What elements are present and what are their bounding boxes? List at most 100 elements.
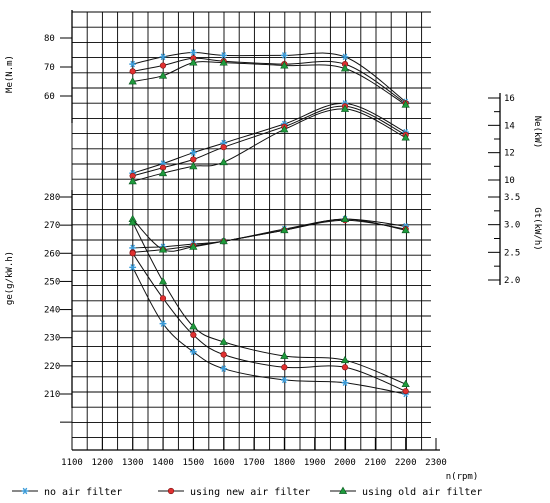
old-air-filter-me-marker (280, 61, 289, 69)
no-air-filter-ne-marker (189, 149, 197, 156)
legend: no air filter using new air filter using o… (12, 486, 482, 498)
old-air-filter-gt-marker (401, 225, 410, 234)
x-axis-label: n(rpm) (446, 472, 479, 482)
old-air-filter-ne-marker (189, 161, 198, 170)
ne-axis-tick-label: 10 (504, 176, 515, 186)
series-markers (128, 49, 410, 398)
old-air-filter-ne-marker (158, 168, 168, 177)
old-air-filter-ge-marker (340, 355, 350, 364)
new-air-filter-ge-marker (129, 250, 136, 257)
no-air-filter-me-marker-stroke (221, 52, 226, 59)
new-air-filter-ne-marker (220, 144, 227, 151)
legend-label-new-air-filter: using new air filter (190, 487, 310, 498)
x-axis-tick-label: 2100 (364, 458, 386, 468)
new-air-filter-ge-marker (190, 331, 197, 339)
new-air-filter-ge-marker (159, 295, 167, 302)
old-air-filter-me-marker (189, 58, 198, 66)
gt-axis-label: Gt(kW/h) (532, 207, 542, 250)
no-air-filter-ne-marker-stroke (191, 149, 196, 156)
old-air-filter-me-marker (158, 71, 168, 79)
no-air-filter-me-marker (341, 53, 349, 61)
old-air-filter-ge-marker (158, 277, 168, 285)
new-air-filter-ge-marker (341, 364, 349, 371)
no-air-filter-me-marker-stroke (130, 60, 135, 68)
old-air-filter-gt-marker (340, 214, 350, 223)
new-air-filter-ge-marker (281, 364, 288, 371)
ge-axis-label: ge(g/kW.h) (5, 251, 15, 305)
legend-label-old-air-filter: using old air filter (362, 487, 482, 498)
no-air-filter-me-marker-stroke (160, 53, 166, 61)
no-air-filter-ge-marker-stroke (130, 264, 135, 271)
x-axis-tick-label: 1600 (213, 458, 235, 468)
old-air-filter-ne-marker (280, 125, 289, 133)
old-air-filter-me-marker (340, 64, 350, 72)
x-axis-tick-label: 2200 (395, 458, 417, 468)
legend-label-no-air-filter: no air filter (44, 487, 122, 498)
gt-axis-tick-label: 2.5 (504, 248, 520, 258)
me-axis-tick-label: 60 (44, 92, 55, 102)
no-air-filter-me-marker (129, 60, 137, 68)
no-air-filter-ge-marker-stroke (221, 365, 226, 372)
x-axis-tick-label: 1100 (61, 458, 83, 468)
old-air-filter-ge-marker (280, 351, 289, 359)
no-air-filter-me-marker (220, 52, 228, 59)
gt-axis-tick-label: 3.5 (504, 193, 520, 203)
old-air-filter-ge-marker (189, 322, 198, 330)
legend-marker-no-air-filter-stroke (22, 487, 28, 495)
no-air-filter-me-marker (159, 53, 167, 61)
ge-axis-tick-label: 270 (44, 221, 60, 231)
ne-axis-tick-label: 16 (504, 94, 515, 104)
old-air-filter-gt-marker (189, 242, 198, 250)
x-axis-tick-label: 2300 (425, 458, 447, 468)
old-air-filter-ne-marker (128, 176, 137, 185)
old-air-filter-me-marker (128, 77, 137, 85)
no-air-filter-ge-marker (159, 320, 167, 327)
x-axis-tick-label: 1400 (152, 458, 174, 468)
ge-axis-tick-label: 230 (44, 334, 60, 344)
old-air-filter-ne-marker (219, 157, 228, 166)
old-air-filter-me-marker (401, 100, 410, 108)
ge-axis-tick-label: 240 (44, 306, 60, 316)
old-air-filter-gt-marker (158, 245, 168, 253)
legend-marker-no-air-filter (21, 487, 29, 495)
old-air-filter-gt-marker (219, 236, 228, 245)
x-axis-tick-label: 1700 (243, 458, 265, 468)
me-axis-tick-label: 80 (44, 34, 55, 44)
plot-grid (71, 11, 431, 450)
old-air-filter-me-marker (219, 58, 228, 66)
old-air-filter-ge-marker (128, 217, 137, 226)
legend-marker-new-air-filter (167, 487, 175, 495)
x-axis-tick-label: 1300 (122, 458, 144, 468)
no-air-filter-ge-marker-stroke (282, 376, 287, 384)
no-air-filter-ge-marker (341, 379, 349, 387)
legend-marker-old-air-filter (338, 486, 348, 494)
ne-axis-label: Ne(kW) (532, 116, 542, 149)
ge-axis-tick-label: 260 (44, 249, 60, 259)
no-air-filter-me-marker-stroke (342, 53, 348, 61)
ge-axis-tick-label: 220 (44, 362, 60, 372)
ge-axis-tick-label: 250 (44, 277, 60, 287)
old-air-filter-ne-marker (401, 133, 410, 141)
no-air-filter-me-marker (280, 52, 288, 59)
old-air-filter-ge-marker (401, 379, 410, 388)
new-air-filter-me-marker (129, 68, 136, 75)
new-air-filter-me-marker (159, 62, 167, 69)
gt-axis-tick-label: 2.0 (504, 276, 520, 286)
x-axis-tick-label: 1800 (273, 458, 295, 468)
new-air-filter-ge-marker (220, 351, 227, 358)
x-axis-tick-label: 1500 (182, 458, 204, 468)
new-air-filter-ne-marker (190, 156, 197, 163)
old-air-filter-ne-marker (340, 104, 350, 112)
no-air-filter-ge-marker-stroke (160, 320, 166, 327)
new-air-filter-ge-marker (402, 388, 409, 395)
no-air-filter-me-marker (189, 49, 197, 56)
no-air-filter-ge-marker-stroke (191, 348, 196, 356)
no-air-filter-ge-marker-stroke (342, 379, 348, 387)
tick-labels: 60 70 80 210 220 230 240 250 260 270 280 10 12 14 16 2.… (44, 34, 520, 468)
me-axis-label: Me(N.m) (5, 55, 15, 93)
no-air-filter-ge-marker (189, 348, 197, 356)
no-air-filter-ge-marker (220, 365, 228, 372)
ge-axis-tick-label: 280 (44, 193, 60, 203)
no-air-filter-me-marker-stroke (191, 49, 196, 56)
